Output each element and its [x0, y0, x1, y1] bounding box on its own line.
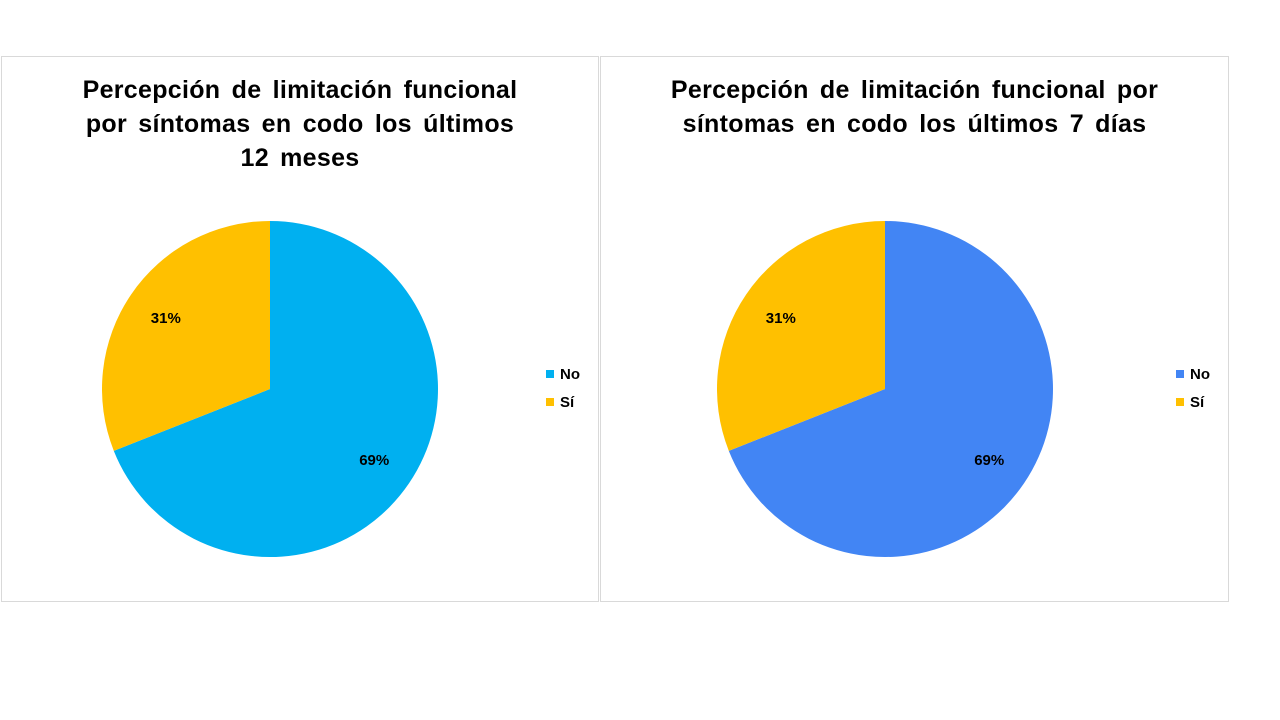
legend-swatch-si: [546, 398, 554, 406]
slice-label-s: 31%: [766, 310, 796, 327]
legend-label-si: Sí: [1190, 393, 1205, 411]
pie-slice-s: [717, 221, 885, 451]
legend-item-no: No: [1176, 360, 1210, 388]
chart-title: Percepción de limitación funcional por s…: [670, 76, 1159, 138]
pie-slice-no: [113, 221, 439, 557]
legend-label-si: Sí: [560, 393, 575, 411]
legend-swatch-no: [1176, 370, 1184, 378]
chart-legend: No Sí: [546, 360, 580, 416]
legend-item-si: Sí: [1176, 388, 1210, 416]
pie-chart: 69% 31%: [101, 221, 439, 557]
legend-label-no: No: [560, 365, 580, 383]
legend-swatch-si: [1176, 398, 1184, 406]
slice-label-s: 31%: [151, 310, 181, 327]
legend-item-no: No: [546, 360, 580, 388]
pie-slice-no: [728, 221, 1053, 557]
chart-title: Percepción de limitación funcional por s…: [82, 76, 518, 172]
pie-chart: 69% 31%: [717, 221, 1053, 557]
legend-item-si: Sí: [546, 388, 580, 416]
chart-panel-12-months: Percepción de limitación funcional por s…: [1, 56, 599, 602]
pie-slice-s: [101, 221, 270, 451]
slice-label-no: 69%: [359, 452, 389, 469]
legend-swatch-no: [546, 370, 554, 378]
slice-label-no: 69%: [974, 452, 1004, 469]
chart-panel-7-days: Percepción de limitación funcional por s…: [600, 56, 1229, 602]
chart-legend: No Sí: [1176, 360, 1210, 416]
legend-label-no: No: [1190, 365, 1210, 383]
